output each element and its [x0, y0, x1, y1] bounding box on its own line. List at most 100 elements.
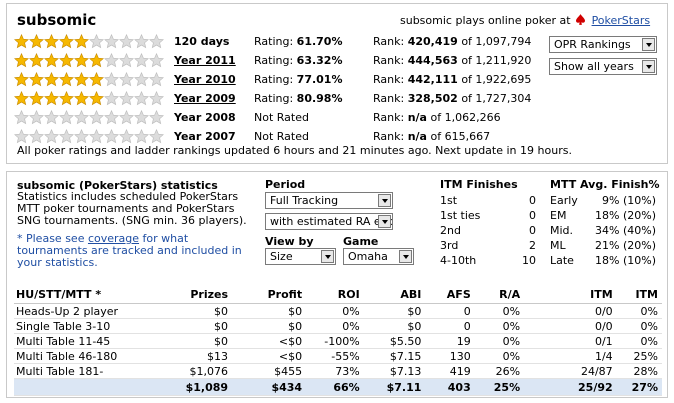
table-cell: 0%	[616, 303, 662, 319]
opr-rankings-value: OPR Rankings	[554, 38, 631, 51]
rank-total: of 615,667	[430, 130, 491, 143]
mtt-avg-row: Mid. 34% (40%)	[550, 224, 656, 238]
mtt-avg-value: 18% (10%)	[595, 254, 656, 267]
table-cell: Single Table 3-10	[14, 318, 169, 334]
star-empty-icon	[119, 34, 134, 49]
star-empty-icon	[104, 34, 119, 49]
star-empty-icon	[44, 129, 59, 144]
period-name: Year 2008	[174, 111, 236, 124]
rank-value: n/a	[407, 111, 427, 124]
column-header: HU/STT/MTT *	[14, 286, 169, 304]
table-cell: 0/0	[524, 303, 617, 319]
rating-period: Year 2008	[174, 111, 236, 124]
star-filled-icon	[59, 91, 74, 106]
rating-row: Year 2010 Rating: 77.01% Rank: 442,111 of …	[14, 71, 654, 89]
table-row: Heads-Up 2 player $0 $0 0% $0 0 0% 0/0 0%	[14, 303, 662, 319]
total-row: $1,089 $434 66% $7.11 403 25% 25/92 27%	[14, 378, 662, 396]
star-empty-icon	[104, 72, 119, 87]
star-empty-icon	[104, 110, 119, 125]
star-filled-icon	[74, 34, 89, 49]
rank-total: of 1,097,794	[461, 35, 532, 48]
rating-prefix: Rating:	[254, 92, 294, 105]
mtt-avg-label: ML	[550, 239, 566, 252]
table-cell: 0%	[306, 318, 364, 334]
column-header: R/A	[474, 286, 525, 304]
star-empty-icon	[134, 34, 149, 49]
itm-finish-value: 10	[522, 254, 536, 267]
years-select[interactable]: Show all years	[549, 58, 657, 75]
chevron-down-icon	[399, 250, 412, 263]
table-cell: Multi Table 181-	[14, 363, 169, 379]
star-filled-icon	[29, 53, 44, 68]
star-empty-icon	[134, 91, 149, 106]
table-cell: 0/0	[524, 318, 617, 334]
pokerstars-spade-icon	[576, 14, 586, 25]
star-filled-icon	[14, 34, 29, 49]
rank-text: Rank: 442,111 of 1,922,695	[373, 73, 531, 86]
mtt-avg-row: EM 18% (20%)	[550, 209, 656, 223]
period-select[interactable]: Full Tracking	[265, 192, 393, 209]
total-cell: $7.11	[363, 378, 426, 396]
star-empty-icon	[134, 110, 149, 125]
rank-value: 420,419	[407, 35, 458, 48]
star-empty-icon	[14, 110, 29, 125]
table-cell: $0	[232, 318, 307, 334]
star-empty-icon	[74, 110, 89, 125]
star-filled-icon	[14, 72, 29, 87]
rating-value: 80.98%	[296, 92, 343, 105]
star-rating	[14, 91, 166, 106]
plays-at: subsomic plays online poker at PokerStar…	[400, 14, 650, 27]
game-select[interactable]: Omaha	[343, 248, 414, 265]
rating-period: Year 2009	[174, 92, 236, 105]
mtt-avg-row: Late 18% (10%)	[550, 254, 656, 268]
rank-total: of 1,211,920	[461, 54, 532, 67]
star-filled-icon	[89, 72, 104, 87]
itm-finish-row: 4-10th 10	[440, 254, 536, 268]
rank-text: Rank: n/a of 1,062,266	[373, 111, 501, 124]
table-cell: -100%	[306, 333, 364, 349]
viewby-select[interactable]: Size	[265, 248, 336, 265]
star-filled-icon	[89, 91, 104, 106]
total-cell: 25%	[474, 378, 525, 396]
mtt-avg-value: 9% (10%)	[602, 194, 656, 207]
star-rating	[14, 53, 166, 68]
table-cell: Multi Table 46-180	[14, 348, 169, 364]
total-cell	[14, 378, 169, 396]
opr-rankings-select[interactable]: OPR Rankings	[549, 36, 657, 53]
mtt-avg-row: Early 9% (10%)	[550, 194, 656, 208]
table-cell: Heads-Up 2 player	[14, 303, 169, 319]
star-filled-icon	[59, 72, 74, 87]
star-filled-icon	[74, 91, 89, 106]
coverage-link[interactable]: coverage	[87, 232, 140, 245]
year-link[interactable]: Year 2011	[174, 54, 236, 67]
game-value: Omaha	[348, 250, 388, 263]
star-filled-icon	[59, 53, 74, 68]
rating-text: Rating: 77.01%	[254, 73, 343, 86]
total-cell: 27%	[616, 378, 662, 396]
table-cell: 26%	[474, 363, 525, 379]
rating-value: 63.32%	[296, 54, 343, 67]
rank-text: Rank: 444,563 of 1,211,920	[373, 54, 531, 67]
star-empty-icon	[119, 110, 134, 125]
rank-prefix: Rank:	[373, 73, 405, 86]
table-cell: $0	[363, 303, 426, 319]
table-cell: 130	[425, 348, 475, 364]
rank-prefix: Rank:	[373, 35, 405, 48]
period-name: Year 2007	[174, 130, 236, 143]
star-rating	[14, 110, 166, 125]
results-table: HU/STT/MTT * Prizes Profit ROI ABI AFS R/A ITM I…	[14, 286, 662, 396]
table-cell: 0	[425, 318, 475, 334]
star-filled-icon	[29, 72, 44, 87]
table-cell: 19	[425, 333, 475, 349]
year-link[interactable]: Year 2010	[174, 73, 236, 86]
rating-prefix: Rating:	[254, 35, 294, 48]
year-link[interactable]: Year 2009	[174, 92, 236, 105]
rank-text: Rank: n/a of 615,667	[373, 130, 490, 143]
pokerstars-link[interactable]: PokerStars	[591, 14, 651, 27]
rating-period: 120 days	[174, 35, 229, 48]
itm-finishes-title: ITM Finishes	[440, 178, 518, 191]
mtt-avg-value: 21% (20%)	[595, 239, 656, 252]
star-empty-icon	[149, 91, 164, 106]
ra-estimate-select[interactable]: with estimated RA expe	[265, 213, 393, 230]
rating-row: Year 2008 Not Rated Rank: n/a of 1,062,26…	[14, 109, 654, 127]
